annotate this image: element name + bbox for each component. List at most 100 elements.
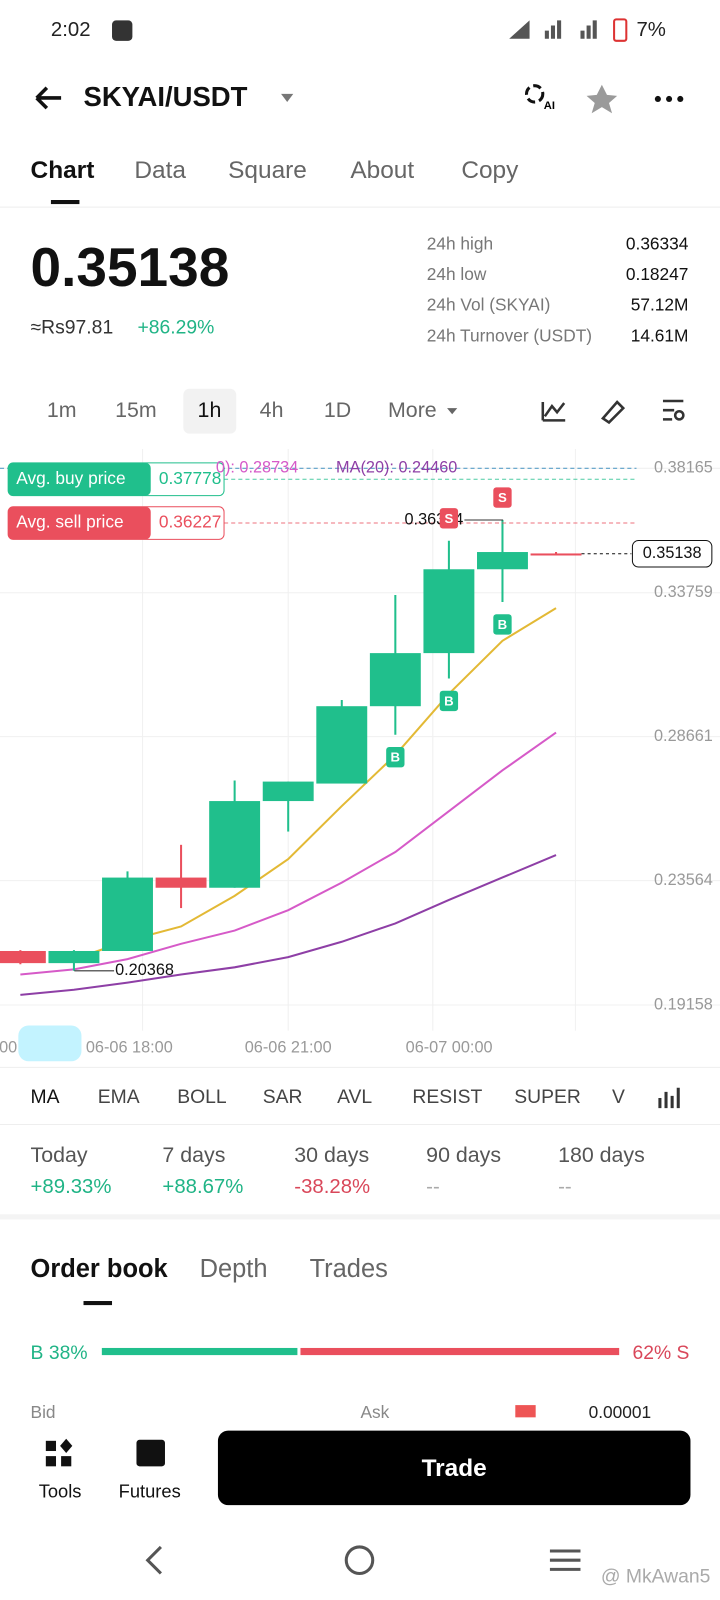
tab[interactable]: Chart — [31, 157, 95, 184]
stat-label: 24h Vol (SKYAI) — [427, 295, 551, 315]
period-change: -- — [426, 1176, 440, 1198]
tab[interactable]: Copy — [461, 157, 519, 184]
chart-handle[interactable] — [18, 1025, 82, 1062]
avg-price-label: Avg. buy price — [16, 468, 125, 488]
indicator-tab[interactable]: EMA — [98, 1086, 140, 1108]
ask-header: Ask — [361, 1402, 390, 1422]
last-price-box — [631, 540, 713, 568]
nav-home[interactable] — [344, 1545, 375, 1575]
nav-back[interactable] — [145, 1545, 162, 1575]
trade-button[interactable] — [217, 1430, 691, 1506]
y-tick-label: 0.19158 — [654, 995, 713, 1013]
nav-recent[interactable] — [549, 1549, 581, 1571]
indicator-tab[interactable]: BOLL — [177, 1086, 227, 1108]
tab-underline — [50, 200, 80, 205]
tab[interactable]: About — [350, 157, 414, 184]
candle-body — [423, 569, 475, 654]
period-change: -- — [558, 1176, 572, 1198]
order-tab[interactable]: Order book — [31, 1255, 169, 1283]
tab-underline — [83, 1301, 113, 1306]
favorite-star[interactable] — [586, 84, 618, 114]
interval[interactable]: 4h — [260, 398, 284, 422]
avg-price-value: 0.37778 — [159, 468, 222, 488]
indicator-tab[interactable]: MA — [31, 1086, 60, 1108]
last-price-tag: 0.35138 — [643, 544, 702, 562]
stat-value: 14.61M — [631, 325, 689, 345]
candle-body — [209, 801, 261, 888]
tab[interactable]: Data — [134, 157, 186, 184]
futures-label[interactable]: Futures — [119, 1481, 181, 1502]
stat-label: 24h Turnover (USDT) — [427, 325, 592, 345]
avg-price-label-bg — [8, 462, 151, 496]
candle-body — [262, 781, 314, 802]
candle-body — [48, 950, 100, 964]
x-tick-label: 00 — [0, 1038, 17, 1056]
stat-value: 0.18247 — [626, 264, 689, 284]
stat-value: 0.36334 — [626, 233, 689, 253]
trade-marker — [439, 690, 459, 712]
battery-icon — [613, 18, 628, 42]
bid-header: Bid — [31, 1402, 56, 1422]
ai-label: AI — [544, 100, 555, 112]
avg-price-label-bg — [8, 506, 151, 540]
tab[interactable]: Square — [228, 157, 307, 184]
interval-active — [183, 388, 237, 434]
pair-title[interactable]: SKYAI/USDT — [84, 81, 248, 112]
back-button[interactable] — [35, 86, 62, 110]
ma-line — [73, 607, 557, 961]
section-divider — [0, 1214, 720, 1220]
candle-body — [530, 553, 582, 556]
interval[interactable]: 1h — [198, 398, 222, 422]
candlestick-chart: 0.38165 0.33759 0.28661 0.23564 0.19158 00 06-… — [0, 448, 720, 1062]
notification-icon — [112, 20, 133, 41]
indicator-tab[interactable]: AVL — [337, 1086, 372, 1108]
candle-body — [155, 877, 207, 888]
interval[interactable]: 1D — [324, 398, 351, 422]
futures-icon[interactable] — [136, 1439, 165, 1467]
indicator-tab[interactable]: SUPER — [514, 1086, 581, 1108]
interval[interactable]: More — [388, 398, 437, 422]
candle-body — [316, 706, 368, 784]
indicator-tab[interactable]: RESIST — [412, 1086, 482, 1108]
battery-level: 7% — [636, 19, 665, 41]
more-dropdown[interactable] — [447, 408, 458, 415]
price-change: +86.29% — [137, 317, 214, 339]
precision[interactable]: 0.00001 — [589, 1402, 652, 1422]
y-tick-label: 0.38165 — [654, 459, 713, 477]
interval[interactable]: 15m — [115, 398, 157, 422]
indicator-tab[interactable]: V — [612, 1086, 625, 1108]
trade-marker — [439, 508, 459, 529]
stat-label: 24h high — [427, 233, 493, 253]
last-price: 0.35138 — [31, 236, 230, 298]
avg-price-value: 0.36227 — [159, 512, 222, 532]
order-tab[interactable]: Depth — [200, 1255, 268, 1283]
y-tick-label: 0.33759 — [654, 583, 713, 601]
indicator-tab[interactable]: SAR — [263, 1086, 303, 1108]
tools-label[interactable]: Tools — [39, 1481, 82, 1502]
low-marker: 0.20368 — [115, 961, 174, 979]
indicator-settings[interactable] — [658, 1087, 680, 1109]
period: 30 days — [294, 1143, 369, 1167]
order-tab[interactable]: Trades — [310, 1255, 388, 1283]
ai-button[interactable]: AI — [524, 84, 556, 112]
interval[interactable]: 1m — [47, 398, 77, 422]
layout-icon[interactable] — [515, 1405, 536, 1418]
trade-label[interactable]: Trade — [422, 1455, 487, 1482]
avg-price-label: Avg. sell price — [16, 512, 123, 532]
more-menu[interactable] — [654, 95, 684, 103]
y-tick-label: 0.28661 — [654, 727, 713, 745]
candle-body — [0, 950, 46, 964]
pair-dropdown[interactable] — [281, 93, 294, 103]
candle-body — [477, 552, 528, 570]
candle-body — [369, 653, 421, 707]
trade-marker — [493, 614, 512, 635]
chart-tools[interactable] — [541, 399, 685, 425]
stat-label: 24h low — [427, 264, 487, 284]
trade-marker-label: S — [444, 511, 453, 526]
y-tick-label: 0.23564 — [654, 871, 713, 889]
trade-marker-label: B — [444, 693, 454, 708]
x-tick-label: 06-07 00:00 — [406, 1038, 493, 1056]
watermark: @ MkAwan5 — [601, 1566, 711, 1588]
buy-bar — [101, 1347, 298, 1356]
